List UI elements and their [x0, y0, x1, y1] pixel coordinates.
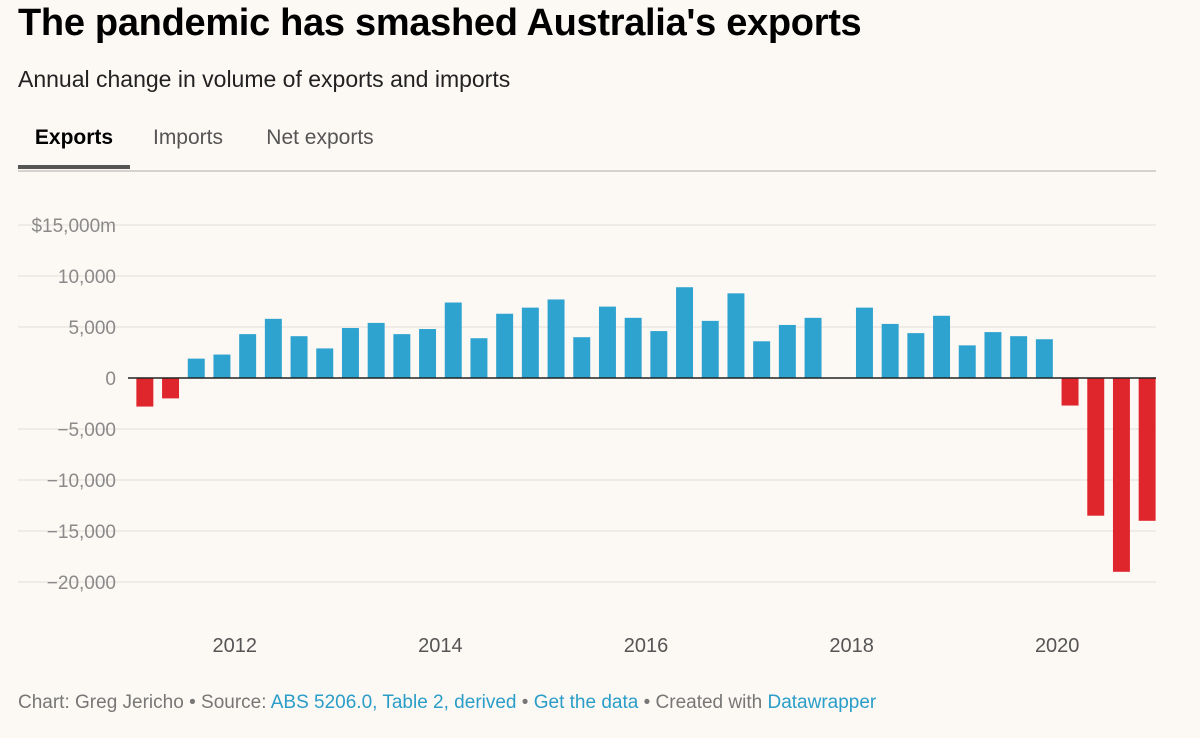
bar — [573, 337, 591, 378]
bar — [933, 315, 951, 378]
tab-imports-label: Imports — [152, 126, 223, 149]
tab-exports-label: Exports — [34, 126, 114, 149]
bar — [958, 345, 976, 378]
tab-exports[interactable]: Exports — [18, 126, 130, 169]
bar — [316, 348, 334, 378]
bar — [496, 313, 514, 378]
bar — [187, 358, 205, 378]
bar — [521, 307, 539, 378]
footer-separator: • — [638, 692, 656, 713]
x-tick-label: 2014 — [418, 635, 463, 657]
tab-imports[interactable]: Imports — [149, 126, 227, 168]
x-tick-label: 2016 — [624, 635, 669, 657]
bar — [1061, 378, 1079, 406]
exports-bar-chart: $15,000m 10,000 5,000 0 −5,000 −10,000 −15,000… — [18, 216, 1156, 657]
y-tick-label: $15,000m — [31, 216, 116, 237]
tab-bar: Exports Imports Net exports — [18, 114, 1156, 172]
x-tick-label: 2020 — [1035, 635, 1080, 657]
source-prefix: Source: — [201, 692, 271, 713]
tab-net-exports[interactable]: Net exports — [262, 126, 378, 168]
bar — [393, 334, 411, 378]
y-tick-label: −10,000 — [47, 471, 116, 492]
bar — [239, 334, 257, 378]
bar — [855, 307, 873, 378]
active-tab-indicator — [18, 165, 130, 169]
bar — [264, 318, 282, 378]
bar — [753, 341, 771, 378]
x-tick-label: 2018 — [829, 635, 874, 657]
x-tick-label: 2012 — [213, 635, 258, 657]
bar — [1087, 378, 1105, 516]
chart-subtitle: Annual change in volume of exports and i… — [18, 66, 511, 92]
created-with-prefix: Created with — [655, 692, 768, 713]
y-tick-label: −15,000 — [47, 522, 116, 543]
bar — [804, 317, 822, 378]
source-link[interactable]: ABS 5206.0, Table 2, derived — [270, 692, 517, 713]
chart-footer: Chart: Greg Jericho • Source: ABS 5206.0… — [18, 692, 876, 714]
y-tick-label: −20,000 — [47, 573, 116, 594]
bar — [701, 320, 719, 378]
bar — [907, 333, 925, 378]
bar — [624, 317, 642, 378]
footer-separator: • — [516, 692, 534, 713]
get-data-link[interactable]: Get the data — [533, 692, 639, 713]
bar — [1010, 336, 1028, 378]
bar — [598, 306, 616, 378]
bar — [1035, 339, 1053, 378]
bar — [547, 299, 565, 378]
footer-separator: • — [183, 692, 202, 713]
chart-title: The pandemic has smashed Australia's exp… — [18, 2, 862, 44]
bar — [162, 378, 180, 399]
y-tick-label: 5,000 — [68, 318, 116, 339]
bar — [136, 378, 154, 407]
bar — [727, 293, 745, 378]
bar — [881, 323, 899, 378]
y-tick-label: 10,000 — [58, 267, 116, 288]
y-tick-label: 0 — [105, 369, 116, 390]
y-tick-label: −5,000 — [57, 420, 116, 441]
bar — [470, 338, 488, 378]
bar — [778, 324, 796, 378]
bar — [341, 328, 359, 378]
chart-credit: Chart: Greg Jericho — [18, 692, 184, 713]
bar — [367, 322, 385, 378]
bar — [419, 329, 437, 378]
bar — [1112, 378, 1130, 572]
tab-net-exports-label: Net exports — [266, 126, 374, 149]
bar — [1138, 378, 1156, 521]
datawrapper-link[interactable]: Datawrapper — [767, 692, 877, 713]
bar — [290, 336, 308, 378]
bar — [676, 287, 694, 378]
bar — [984, 332, 1002, 378]
bar — [444, 302, 462, 378]
bar — [213, 354, 231, 378]
bar — [650, 331, 668, 378]
